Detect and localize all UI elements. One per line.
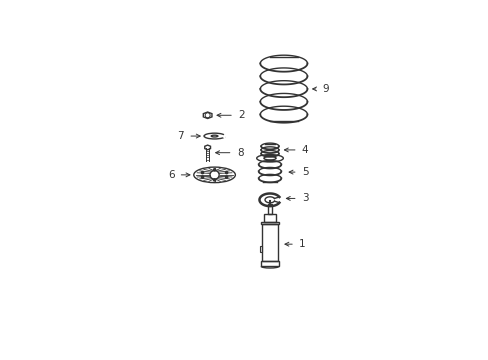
Circle shape [213, 179, 215, 181]
Text: 8: 8 [236, 148, 243, 158]
Text: 4: 4 [301, 145, 308, 155]
Circle shape [225, 171, 227, 174]
Text: 5: 5 [301, 167, 308, 177]
Circle shape [213, 169, 215, 171]
Text: 7: 7 [177, 131, 183, 141]
Circle shape [201, 176, 203, 178]
Circle shape [201, 171, 203, 174]
Text: 3: 3 [301, 193, 308, 203]
Circle shape [225, 176, 227, 178]
Text: 6: 6 [167, 170, 174, 180]
Text: 1: 1 [299, 239, 305, 249]
Text: 9: 9 [322, 84, 328, 94]
Text: 2: 2 [238, 110, 244, 120]
